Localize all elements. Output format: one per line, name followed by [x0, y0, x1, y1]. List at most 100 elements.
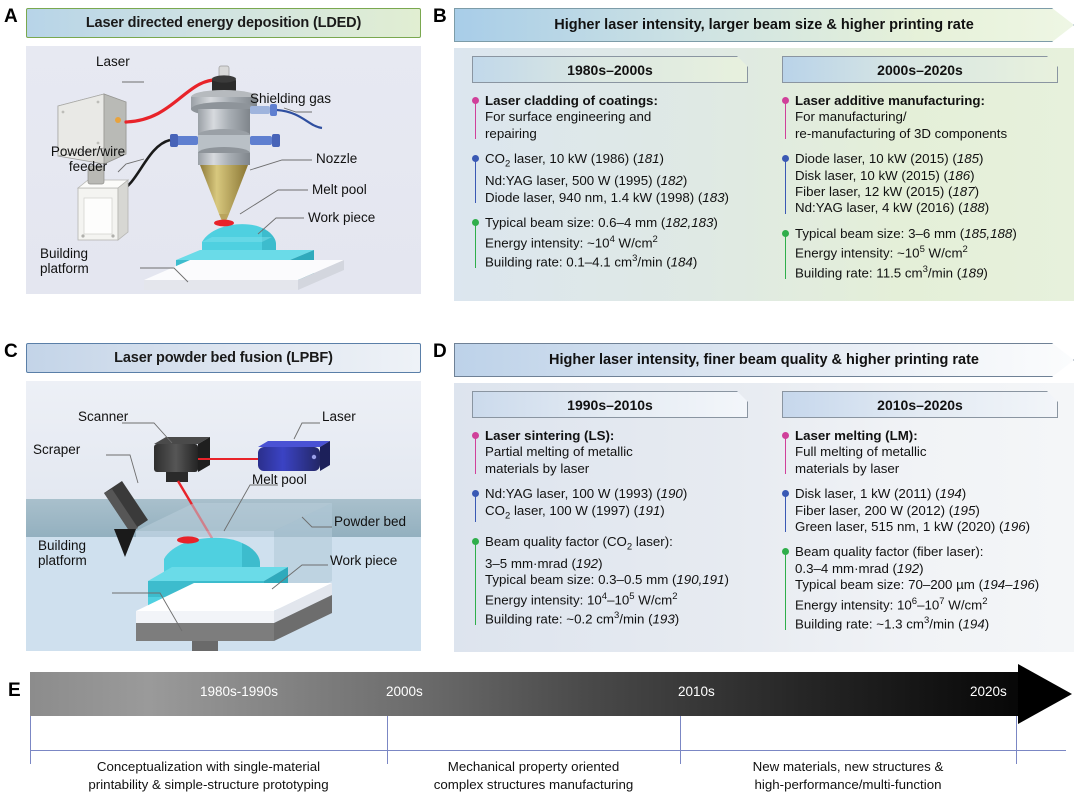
panel-a: Laser directed energy deposition (LDED) [26, 8, 421, 294]
info-line: Building rate: ~1.3 cm3/min (194) [795, 615, 990, 632]
info-line: Beam quality factor (fiber laser): [795, 544, 984, 560]
info-group-pink: Laser additive manufacturing: For manufac… [782, 93, 1074, 142]
melt-pool-marker [214, 219, 234, 227]
bullet-dot-icon [472, 537, 479, 545]
label-laser-c: Laser [322, 409, 356, 424]
panel-c: Laser powder bed fusion (LPBF) [26, 343, 421, 651]
info-group-blue: Nd:YAG laser, 100 W (1993) (190) CO2 lase… [472, 486, 764, 524]
info-line: Diode laser, 10 kW (2015) (185) [795, 151, 984, 167]
timeline-tick-0: 1980s-1990s [200, 684, 279, 699]
shielding-gas-tube [276, 108, 323, 130]
bullet-stem-icon [474, 103, 477, 140]
info-groups: Laser additive manufacturing: For manufac… [782, 93, 1074, 282]
info-line: Energy intensity: 106–107 W/cm2 [795, 595, 988, 613]
building-platform-icon-c [136, 583, 332, 651]
era-tab-d-1[interactable]: 1990s–2010s [472, 391, 748, 418]
info-group-green: Beam quality factor (fiber laser): 0.3–4 … [782, 544, 1074, 633]
label-nozzle: Nozzle [316, 151, 358, 166]
era-tab-b-2[interactable]: 2000s–2020s [782, 56, 1058, 83]
melt-pool-marker-c [177, 536, 199, 544]
info-line: Nd:YAG laser, 500 W (1995) (182) [485, 173, 688, 189]
lded-illustration: Laser Shielding gas Powder/wire feeder N… [26, 46, 421, 294]
label-shielding-gas: Shielding gas [250, 91, 332, 106]
info-line: Full melting of metallic [795, 444, 927, 460]
label-building-platform-a-text: Building platform [40, 246, 89, 276]
info-line: Green laser, 515 nm, 1 kW (2020) (196) [795, 519, 1031, 535]
building-platform-icon [144, 260, 344, 290]
info-line: Energy intensity: ~104 W/cm2 [485, 233, 658, 250]
scanner-icon [154, 437, 210, 482]
label-work-piece-a: Work piece [308, 210, 376, 225]
info-line: Diode laser, 940 nm, 1.4 kW (1998) (183) [485, 189, 729, 205]
lpbf-svg [26, 381, 421, 651]
info-line: Building rate: 11.5 cm3/min (189) [795, 264, 988, 281]
timeline-divider-1 [387, 716, 388, 764]
info-line: Fiber laser, 200 W (2012) (195) [795, 502, 980, 518]
info-line: Nd:YAG laser, 4 kW (2016) (188) [795, 200, 990, 216]
timeline-divider-0 [30, 716, 31, 764]
info-group-green: Beam quality factor (CO2 laser): 3–5 mm·m… [472, 534, 764, 629]
bullet-dot-icon [782, 155, 789, 163]
panel-a-title: Laser directed energy deposition (LDED) [26, 8, 421, 38]
info-line: Typical beam size: 70–200 µm (194–196) [795, 577, 1040, 593]
info-line: repairing [485, 125, 537, 141]
info-group-pink: Laser sintering (LS): Partial melting of … [472, 428, 764, 477]
timeline-tick-2: 2010s [678, 684, 715, 699]
timeline-tick-3: 2020s [970, 684, 1007, 699]
label-building-platform-c: Building platform [38, 538, 134, 568]
bullet-stem-icon [784, 161, 787, 214]
timeline-divisions: Conceptualization with single-material p… [30, 716, 1072, 792]
info-line: materials by laser [795, 460, 900, 476]
scraper-icon [104, 481, 148, 557]
label-scanner: Scanner [78, 409, 129, 424]
info-line: Typical beam size: 0.6–4 mm (182,183) [485, 215, 718, 231]
label-melt-pool-c: Melt pool [252, 472, 307, 487]
panel-letter-b: B [433, 6, 447, 27]
panel-d-column-1: 1990s–2010s Laser sintering (LS): Partial … [454, 383, 764, 652]
label-melt-pool-a: Melt pool [312, 182, 367, 197]
panel-letter-e: E [8, 680, 21, 701]
bullet-stem-icon [474, 225, 477, 269]
era-tab-d-2[interactable]: 2010s–2020s [782, 391, 1058, 418]
info-group-pink: Laser melting (LM): Full melting of metal… [782, 428, 1074, 477]
label-laser-a: Laser [96, 54, 130, 69]
info-line: Laser melting (LM): [795, 428, 918, 443]
info-line: 0.3–4 mm·mrad (192) [795, 560, 924, 576]
lded-svg [57, 65, 344, 290]
bullet-stem-icon [474, 161, 477, 204]
bullet-dot-icon [782, 97, 789, 104]
panel-d-body: 1990s–2010s Laser sintering (LS): Partial … [454, 383, 1074, 653]
panel-letter-d: D [433, 341, 447, 362]
bullet-stem-icon [474, 438, 477, 475]
panel-letter-c: C [4, 341, 18, 362]
leader-lines [117, 81, 312, 283]
info-line: Laser sintering (LS): [485, 428, 615, 443]
info-line: Beam quality factor (CO2 laser): [485, 533, 673, 553]
info-line: 3–5 mm·mrad (192) [485, 555, 603, 571]
info-line: CO2 laser, 100 W (1997) (191) [485, 502, 665, 522]
bullet-dot-icon [782, 432, 789, 439]
laser-cable [124, 78, 224, 124]
info-group-blue: Diode laser, 10 kW (2015) (185) Disk lase… [782, 151, 1074, 217]
bullet-dot-icon [472, 97, 479, 104]
label-powder-wire-feeder: Powder/wire feeder [32, 144, 144, 174]
info-line: For surface engineering and [485, 109, 652, 125]
bullet-stem-icon [784, 496, 787, 533]
timeline-tick-1: 2000s [386, 684, 423, 699]
info-groups: Laser melting (LM): Full melting of metal… [782, 428, 1074, 633]
era-tab-b-1[interactable]: 1980s–2000s [472, 56, 748, 83]
bullet-stem-icon [474, 496, 477, 522]
deposition-head [170, 75, 280, 221]
info-line: For manufacturing/ [795, 109, 907, 125]
info-line: Laser cladding of coatings: [485, 93, 658, 108]
info-line: Typical beam size: 3–6 mm (185,188) [795, 225, 1017, 241]
info-group-pink: Laser cladding of coatings: For surface e… [472, 93, 764, 142]
bullet-stem-icon [784, 438, 787, 475]
info-line: Partial melting of metallic [485, 444, 633, 460]
info-group-green: Typical beam size: 0.6–4 mm (182,183) Ene… [472, 215, 764, 271]
bullet-dot-icon [472, 155, 479, 163]
info-line: Energy intensity: ~105 W/cm2 [795, 244, 968, 261]
bullet-dot-icon [782, 548, 789, 556]
info-group-green: Typical beam size: 3–6 mm (185,188) Energ… [782, 226, 1074, 282]
powder-feeder-icon [76, 165, 130, 241]
